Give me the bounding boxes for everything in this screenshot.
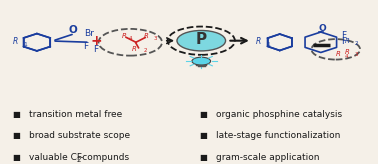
Text: ■: ■ xyxy=(12,131,20,140)
Text: R: R xyxy=(345,38,350,44)
Text: ■: ■ xyxy=(200,131,207,140)
Text: ■: ■ xyxy=(200,110,207,119)
Text: O: O xyxy=(68,25,77,35)
Text: broad substrate scope: broad substrate scope xyxy=(29,131,130,140)
Text: 3: 3 xyxy=(355,51,358,57)
Text: 3: 3 xyxy=(153,36,157,41)
Text: 1: 1 xyxy=(23,42,27,47)
Text: 1: 1 xyxy=(267,42,271,47)
Text: 2: 2 xyxy=(355,41,358,46)
Text: ■: ■ xyxy=(200,153,207,162)
Text: R: R xyxy=(256,37,261,45)
Text: -compunds: -compunds xyxy=(80,153,130,162)
Text: F: F xyxy=(341,31,347,41)
Text: R: R xyxy=(345,49,350,55)
Text: Br: Br xyxy=(84,29,94,38)
Text: R: R xyxy=(132,46,136,51)
Text: transition metal free: transition metal free xyxy=(29,110,122,119)
Circle shape xyxy=(177,31,226,51)
Text: O: O xyxy=(319,24,327,33)
Text: ■: ■ xyxy=(12,153,20,162)
Text: ■: ■ xyxy=(12,110,20,119)
Text: R: R xyxy=(143,33,148,39)
Text: +: + xyxy=(91,34,102,48)
Text: organic phosphine catalysis: organic phosphine catalysis xyxy=(216,110,342,119)
Text: late-stage functionalization: late-stage functionalization xyxy=(216,131,341,140)
Text: 2: 2 xyxy=(143,48,147,53)
Text: F: F xyxy=(93,45,98,54)
Text: F: F xyxy=(341,37,347,46)
Text: 4: 4 xyxy=(345,54,349,59)
Text: valuable CF: valuable CF xyxy=(29,153,82,162)
Text: P: P xyxy=(196,32,207,47)
Text: R: R xyxy=(336,51,341,57)
Text: 4: 4 xyxy=(129,36,132,41)
Text: F: F xyxy=(84,42,88,51)
Circle shape xyxy=(192,57,211,65)
Text: R: R xyxy=(12,37,18,45)
Text: R: R xyxy=(122,33,127,39)
Text: gram-scale application: gram-scale application xyxy=(216,153,320,162)
Text: 2: 2 xyxy=(76,157,81,163)
